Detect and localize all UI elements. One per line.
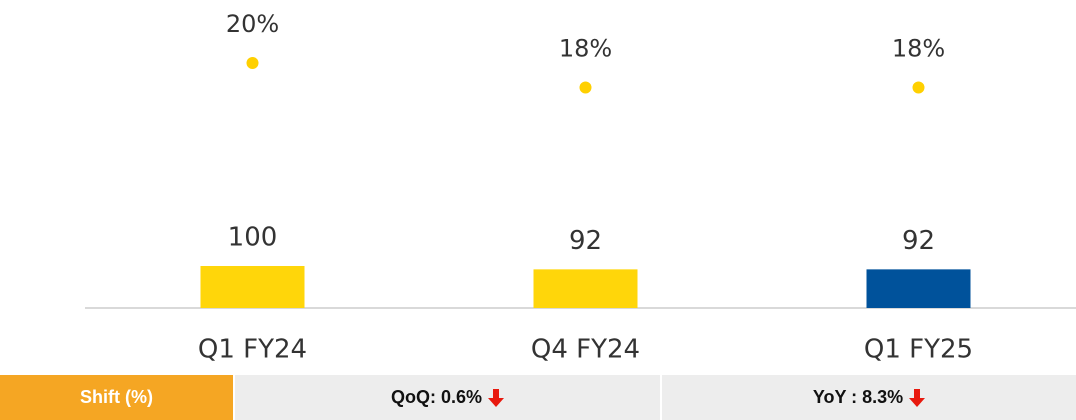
data-label: 20% xyxy=(226,10,279,38)
yoy-label: YoY : 8.3% xyxy=(812,387,904,407)
data-label: 18% xyxy=(892,35,945,63)
data-label: 92 xyxy=(569,226,602,256)
yoy-cell: YoY : 8.3% xyxy=(660,375,1076,420)
down-arrow xyxy=(909,388,926,407)
chart: Q1 FY24 Q4 FY24 Q1 FY25 100 92 92 20% 18% 18% xyxy=(85,10,1076,365)
x-tick-label: Q1 FY25 xyxy=(864,335,973,365)
bar xyxy=(866,269,971,308)
x-tick-label: Q1 FY24 xyxy=(198,335,307,365)
data-label: 92 xyxy=(902,226,935,256)
dot xyxy=(579,81,592,94)
x-tick-label: Q4 FY24 xyxy=(531,335,640,365)
shift-cell: Shift (%) xyxy=(0,375,233,420)
dot xyxy=(912,81,925,94)
down-arrow xyxy=(488,388,505,407)
shift-label: Shift (%) xyxy=(80,387,153,407)
qoq-cell: QoQ: 0.6% xyxy=(233,375,660,420)
bar xyxy=(200,266,305,308)
bar xyxy=(533,269,638,308)
qoq-label: QoQ: 0.6% xyxy=(390,387,483,407)
data-label: 100 xyxy=(228,223,278,253)
data-label: 18% xyxy=(559,35,612,63)
dot xyxy=(246,57,259,69)
